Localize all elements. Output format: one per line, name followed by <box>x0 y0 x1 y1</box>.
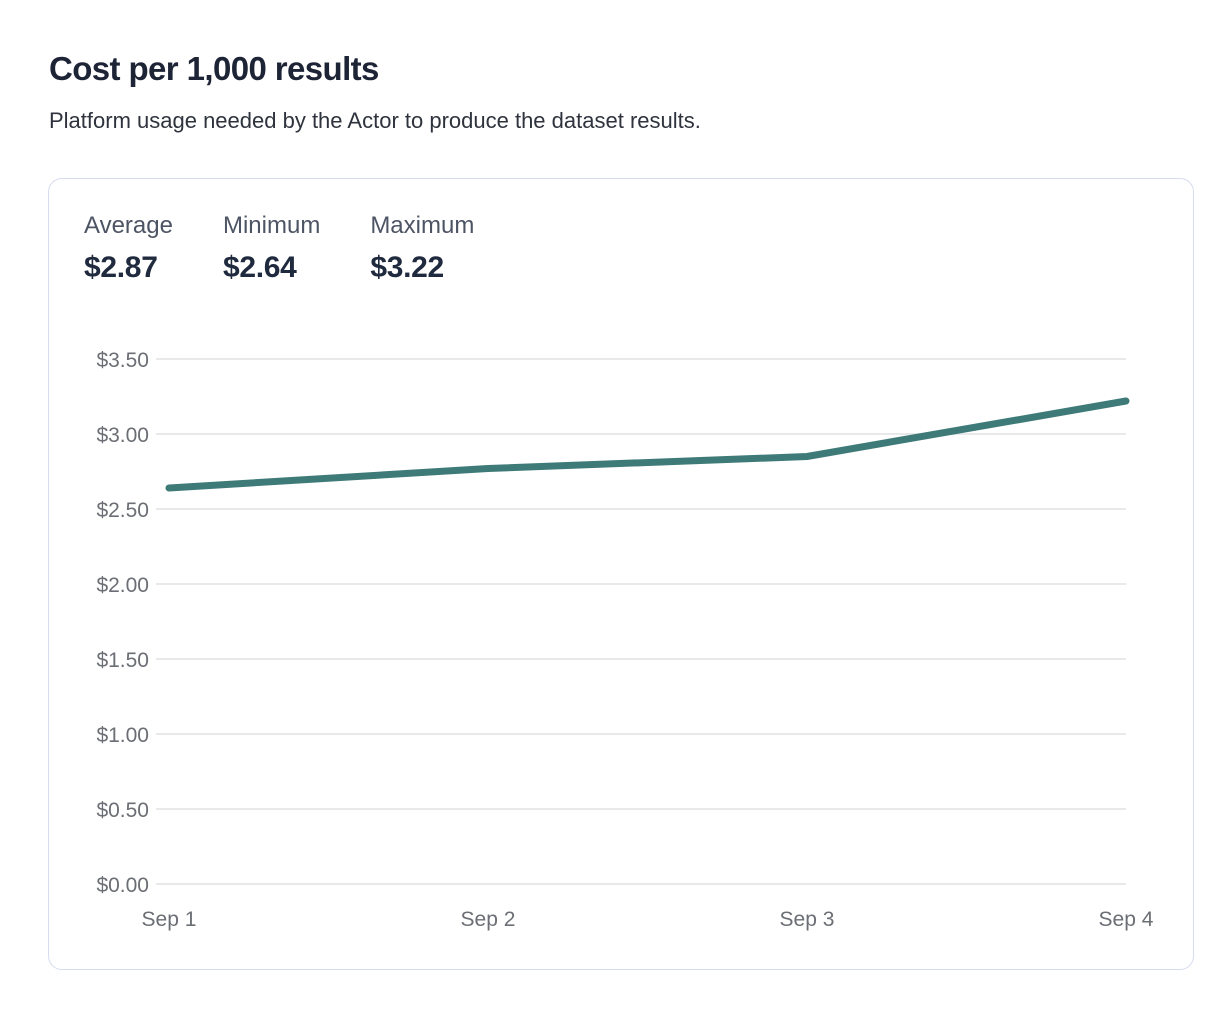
cost-chart-card: Average $2.87 Minimum $2.64 Maximum $3.2… <box>48 178 1194 970</box>
x-axis-tick-label: Sep 2 <box>461 908 516 931</box>
y-axis-tick-label: $0.00 <box>96 874 149 897</box>
y-axis-tick-label: $0.50 <box>96 799 149 822</box>
y-axis-tick-label: $1.00 <box>96 724 149 747</box>
cost-line-chart: $3.50 $3.00 $2.50 $2.00 $1.50 $1.00 $0.50 $0.00… <box>96 349 1154 931</box>
x-axis-tick-label: Sep 3 <box>780 908 835 931</box>
stat-maximum: Maximum $3.22 <box>370 212 474 285</box>
stat-maximum-label: Maximum <box>370 212 475 239</box>
y-axis-tick-label: $3.00 <box>96 424 149 447</box>
page-title: Cost per 1,000 results <box>49 50 379 87</box>
y-axis-tick-label: $1.50 <box>96 649 149 672</box>
stat-maximum-value: $3.22 <box>370 250 444 284</box>
stats-row: Average $2.87 Minimum $2.64 Maximum $3.2… <box>84 212 474 285</box>
x-axis-tick-label: Sep 1 <box>142 908 197 931</box>
page-subtitle: Platform usage needed by the Actor to pr… <box>49 108 701 133</box>
stat-minimum-value: $2.64 <box>222 250 297 284</box>
y-axis-tick-label: $3.50 <box>96 349 149 372</box>
x-axis-tick-label: Sep 4 <box>1099 908 1154 931</box>
stat-average-label: Average <box>84 212 173 239</box>
y-axis-tick-label: $2.00 <box>96 574 149 597</box>
stat-minimum-label: Minimum <box>222 212 321 239</box>
y-axis-tick-label: $2.50 <box>96 499 149 522</box>
stat-average: Average $2.87 <box>84 212 173 285</box>
stat-minimum: Minimum $2.64 <box>223 212 320 285</box>
cost-line <box>165 397 1130 492</box>
stat-average-value: $2.87 <box>84 250 158 284</box>
